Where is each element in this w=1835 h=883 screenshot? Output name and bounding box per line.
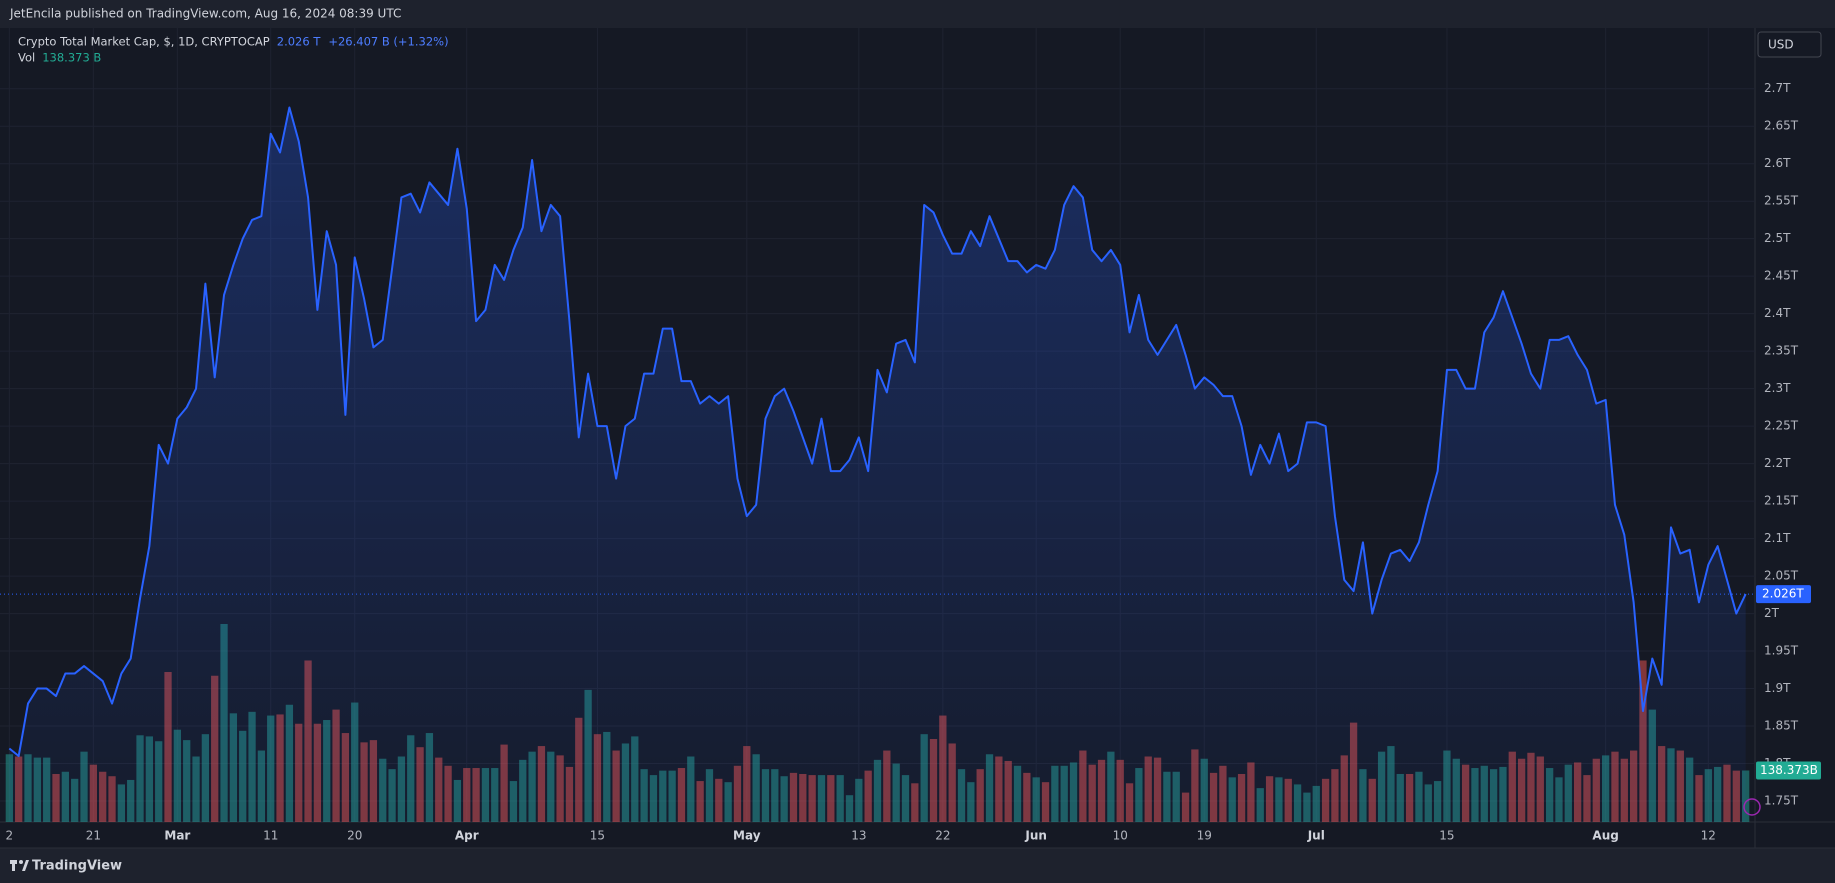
header-text: JetEncila published on TradingView.com, … [9, 7, 401, 21]
y-tick-label: 2.2T [1764, 456, 1791, 470]
x-tick-label: 13 [851, 829, 866, 843]
legend: Crypto Total Market Cap, $, 1D, CRYPTOCA… [18, 35, 449, 65]
volume-tag [1756, 761, 1821, 780]
logo-part [12, 860, 15, 871]
x-tick-label: Jul [1307, 829, 1325, 843]
footer-brand: TradingView [32, 859, 122, 874]
y-tick-label: 2.4T [1764, 306, 1791, 320]
price-line [8, 106, 1747, 758]
footer-logo: TradingView [10, 859, 122, 874]
x-tick-label: Aug [1592, 829, 1618, 843]
last-price-tag [1756, 585, 1811, 604]
logo-part [22, 860, 29, 871]
x-tick-label: Mar [164, 829, 190, 843]
legend-close: 2.026 T [277, 35, 322, 49]
y-tick-label: 2.25T [1764, 419, 1799, 433]
x-tick-label: 19 [1197, 829, 1212, 843]
time-axis [0, 822, 1835, 848]
x-tick-label: Jun [1024, 829, 1047, 843]
y-tick-label: 1.95T [1764, 644, 1799, 658]
area [9, 107, 1746, 822]
y-tick-label: 2.5T [1764, 231, 1791, 245]
indicator-icon[interactable] [1743, 798, 1761, 816]
volume-tag-label: 138.373B [1760, 763, 1818, 777]
y-tick-label: 2.15T [1764, 494, 1799, 508]
axes: 1.75T1.8T1.85T1.9T1.95T2T2.05T2.1T2.15T2… [6, 81, 1821, 843]
y-tick-label: 2.55T [1764, 194, 1799, 208]
y-tick-label: 2.7T [1764, 81, 1791, 95]
x-tick-label: 10 [1113, 829, 1128, 843]
x-tick-label: 15 [1439, 829, 1454, 843]
button-frame[interactable] [1757, 31, 1822, 58]
y-tick-label: 2.35T [1764, 344, 1799, 358]
legend-volume-value: 138.373 B [42, 51, 101, 65]
currency-button[interactable]: USD [1757, 31, 1822, 58]
last-price-label: 2.026T [1762, 587, 1804, 601]
x-tick-label: 2 [6, 829, 14, 843]
y-tick-label: 2.3T [1764, 381, 1791, 395]
y-tick-label: 2.45T [1764, 269, 1799, 283]
y-tick-label: 2.6T [1764, 156, 1791, 170]
legend-name: Crypto Total Market Cap, $, 1D, CRYPTOCA… [18, 35, 270, 49]
y-tick-label: 1.85T [1764, 719, 1799, 733]
x-tick-label: May [733, 829, 761, 843]
price-axis [1755, 28, 1835, 822]
y-tick-label: 1.75T [1764, 794, 1799, 808]
y-tick-label: 2.05T [1764, 569, 1799, 583]
x-tick-label: 12 [1701, 829, 1716, 843]
y-tick-label: 2.1T [1764, 531, 1791, 545]
button-label[interactable]: USD [1768, 38, 1794, 52]
legend-volume-name: Vol [18, 51, 35, 65]
x-tick-label: 11 [263, 829, 278, 843]
volume-bar [5, 754, 13, 822]
x-tick-label: Apr [455, 829, 479, 843]
logo-part [19, 860, 23, 864]
y-tick-label: 2T [1764, 606, 1780, 620]
x-tick-label: 22 [935, 829, 950, 843]
x-tick-label: 20 [347, 829, 362, 843]
y-tick-label: 1.9T [1764, 681, 1791, 695]
price-series [0, 106, 1755, 822]
x-tick-label: 21 [86, 829, 101, 843]
x-tick-label: 15 [590, 829, 605, 843]
volume-bar [1742, 770, 1750, 822]
y-tick-label: 2.65T [1764, 119, 1799, 133]
legend-change: +26.407 B (+1.32%) [328, 35, 448, 49]
